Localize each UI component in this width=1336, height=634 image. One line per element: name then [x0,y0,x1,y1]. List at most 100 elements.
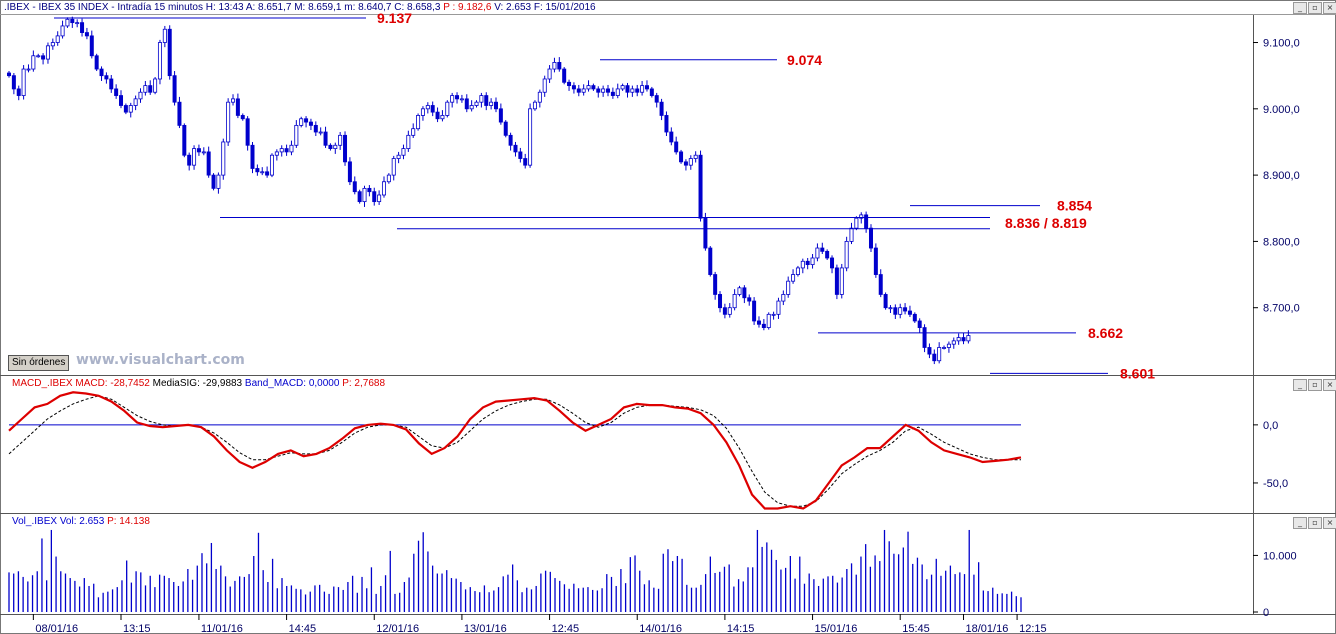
candle-body [284,148,289,153]
candle-body [386,174,391,183]
candle-body [89,35,94,57]
price-header-volume: V: 2.653 [494,2,532,13]
candle-body [922,327,927,348]
candle-body [304,118,309,123]
candle-body [956,337,961,342]
candle-body [7,72,12,77]
close-icon[interactable]: × [1323,2,1336,14]
macd-header-value: MACD: -28,7452 [75,378,150,389]
candle-body [898,307,903,315]
candle-body [119,95,124,106]
level-label: 8.836 / 8.819 [1005,215,1087,231]
candle-body [800,260,805,269]
candle-body [80,22,85,33]
candle-body [94,55,99,70]
candle-body [493,101,498,110]
volume-tick-label: 0 [1263,607,1269,619]
candle-body [157,42,162,80]
candle-body [269,154,274,176]
candle-body [620,85,625,90]
time-tick-label: 14:15 [727,623,755,634]
macd-header-signal: MediaSIG: -29,9883 [152,378,243,389]
close-icon[interactable]: × [1323,379,1336,391]
candle-body [873,247,878,275]
candle-body [664,115,669,133]
candle-body [114,88,119,96]
time-tick-label: 08/01/16 [35,623,78,634]
candle-body [406,134,411,149]
candle-body [917,320,922,328]
macd-tick-label: 0,0 [1263,420,1278,432]
sin-ordenes-button[interactable]: Sin órdenes [8,355,70,371]
candle-body [211,174,216,189]
candle-body [927,347,932,355]
candle-body [713,274,718,295]
candle-body [815,247,820,259]
candle-body [951,340,956,345]
vol-header-p: P: 14.138 [107,516,150,527]
candle-body [742,287,747,299]
candle-body [518,151,523,159]
candle-body [498,108,503,123]
candle-body [523,158,528,166]
candle-body [552,62,557,70]
time-tick-label: 11/01/16 [201,623,243,634]
candle-body [469,105,474,110]
macd-window-buttons: _ ▫ × [1293,379,1336,391]
minimize-icon[interactable]: _ [1293,517,1307,529]
candle-body [459,98,464,101]
vol-header-value: Vol: 2.653 [59,516,105,527]
candle-body [571,85,576,90]
candle-body [216,174,221,189]
candle-body [937,347,942,362]
candle-body [771,313,776,316]
candle-body [21,68,26,96]
candle-body [625,85,630,93]
candle-body [99,68,104,77]
candle-body [435,111,440,120]
candle-body [640,85,645,93]
minimize-icon[interactable]: _ [1293,2,1307,14]
candle-body [172,75,177,103]
macd-header-band: Band_MACD: 0,0000 [244,378,340,389]
candle-body [50,42,55,47]
candle-body [367,187,372,193]
candle-body [84,32,89,37]
candle-body [503,121,508,136]
candle-body [878,274,883,295]
candle-body [703,217,708,249]
candle-body [75,22,80,25]
candle-body [883,294,888,309]
candle-body [362,187,367,203]
candle-body [615,88,620,96]
restore-icon[interactable]: ▫ [1308,517,1322,529]
candle-body [708,247,713,275]
candle-body [679,151,684,163]
candle-body [674,141,679,153]
level-label: 8.854 [1057,198,1092,214]
candle-body [513,144,518,153]
candle-body [148,85,153,93]
close-icon[interactable]: × [1323,517,1336,529]
candle-body [630,88,635,93]
candle-body [776,300,781,315]
macd-panel: 0,0 -50,0 [8,391,1288,510]
candle-body [313,124,318,133]
price-header-high: M: 8.659,1 [294,2,342,13]
restore-icon[interactable]: ▫ [1308,379,1322,391]
candle-body [528,108,533,166]
price-tick-label: 9.000,0 [1263,104,1300,116]
macd-signal-line [8,395,1021,507]
candle-body [484,95,489,106]
restore-icon[interactable]: ▫ [1308,2,1322,14]
candle-body [479,95,484,103]
candle-body [226,101,231,143]
candle-body [231,98,236,103]
candle-body [489,101,494,106]
candle-body [343,134,348,163]
candle-body [347,161,352,183]
level-label: 9.137 [377,10,412,26]
minimize-icon[interactable]: _ [1293,379,1307,391]
candle-body [567,81,572,87]
candle-body [440,115,445,120]
